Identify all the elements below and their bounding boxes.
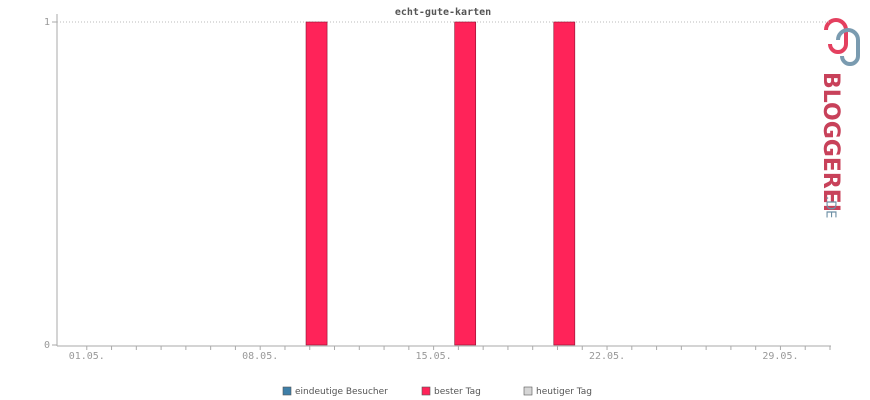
x-tick-label: 29.05. [762, 351, 798, 362]
y-tick-label: 1 [44, 17, 50, 28]
x-tick-label: 01.05. [69, 351, 105, 362]
logo: BLOGGEREI .DE [818, 18, 860, 218]
chart-title: echt-gute-karten [395, 7, 491, 18]
x-tick-label: 22.05. [589, 351, 625, 362]
logo-text: BLOGGEREI [818, 72, 843, 212]
x-tick-label: 08.05. [242, 351, 278, 362]
bar [454, 21, 477, 346]
x-tick-label: 15.05. [416, 351, 452, 362]
y-tick-label: 0 [44, 340, 50, 351]
bar [305, 21, 328, 346]
logo-icon [836, 28, 860, 66]
legend-label: eindeutige Besucher [295, 387, 388, 397]
bar [553, 21, 576, 346]
legend-swatch [282, 386, 292, 396]
legend-swatch [421, 386, 431, 396]
legend-label: bester Tag [434, 387, 481, 397]
legend-label: heutiger Tag [536, 387, 592, 397]
legend-swatch [523, 386, 533, 396]
logo-icon [824, 18, 848, 54]
logo-suffix: .DE [823, 196, 838, 218]
